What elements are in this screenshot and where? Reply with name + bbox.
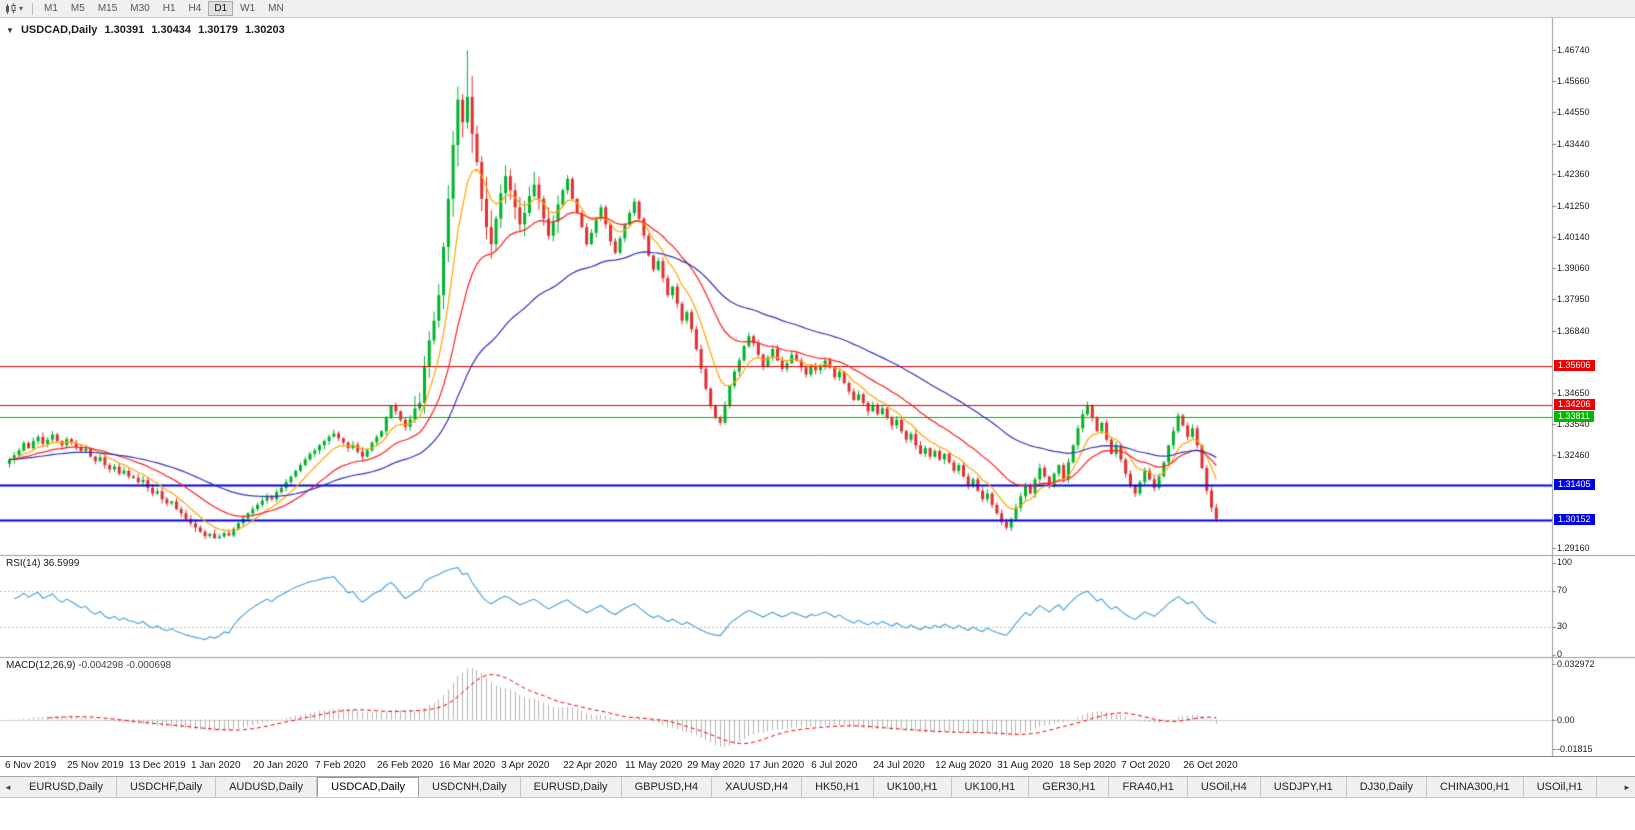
collapse-icon[interactable]: ▼: [6, 26, 14, 35]
timeframe-button-h1[interactable]: H1: [162, 3, 176, 14]
rsi-current-value: 36.5999: [43, 558, 80, 569]
ohlc-open-value: 1.30391: [104, 24, 145, 36]
symbol-tab-usdcnhdaily-4[interactable]: USDCNH,Daily: [419, 777, 521, 797]
toolbar-divider: [32, 2, 34, 15]
symbol-tab-bar: ◄ EURUSD,Daily USDCHF,Daily AUDUSD,Daily US…: [0, 776, 1635, 798]
symbol-tab-xauusdh4-7[interactable]: XAUUSD,H4: [712, 777, 803, 797]
date-axis-label: 3 Apr 2020: [501, 760, 550, 771]
date-axis-label: 12 Aug 2020: [935, 760, 992, 771]
tab-scroll-left-icon[interactable]: ◄: [4, 782, 12, 792]
price-axis-label: 1.34650: [1557, 387, 1590, 398]
symbol-tab-eurusddaily-0[interactable]: EURUSD,Daily: [16, 777, 117, 797]
timeframe-button-m30[interactable]: M30: [130, 3, 150, 14]
price-axis-label: 1.40140: [1557, 232, 1590, 243]
timeframe-button-w1[interactable]: W1: [240, 3, 256, 14]
price-line-badge: 1.33811: [1554, 410, 1594, 422]
date-axis-label: 29 May 2020: [687, 760, 745, 771]
symbol-tab-uk100h1-9[interactable]: UK100,H1: [874, 777, 952, 797]
timeframe-button-m5[interactable]: M5: [70, 3, 85, 14]
chart-type-dropdown-icon[interactable]: ▾: [19, 4, 24, 13]
macd-axis-label-zero: 0.00: [1557, 714, 1575, 725]
timeframe-button-group: M1 M5 M15 M30 H1 H4 D1 W1 MN: [38, 1, 290, 16]
ohlc-close-value: 1.30203: [244, 24, 285, 36]
symbol-tab-usoilh4-13[interactable]: USOil,H4: [1188, 777, 1261, 797]
symbol-tab-eurusddaily-5[interactable]: EURUSD,Daily: [521, 777, 622, 797]
ohlc-low-value: 1.30179: [198, 24, 238, 36]
date-axis-label: 18 Sep 2020: [1059, 760, 1116, 771]
price-axis-label: 1.37950: [1557, 294, 1590, 305]
rsi-axis-label: 70: [1557, 584, 1568, 595]
date-axis-label: 26 Feb 2020: [377, 760, 434, 771]
date-axis-label: 7 Feb 2020: [315, 760, 366, 771]
symbol-tab-list: EURUSD,Daily USDCHF,Daily AUDUSD,Daily USDC…: [16, 777, 1619, 797]
date-axis-label: 26 Oct 2020: [1183, 760, 1238, 771]
date-axis-label: 24 Jul 2020: [873, 760, 925, 771]
date-axis-label: 31 Aug 2020: [997, 760, 1054, 771]
symbol-tab-china300h1-16[interactable]: CHINA300,H1: [1427, 777, 1524, 797]
price-axis-label: 1.32460: [1557, 449, 1590, 460]
price-axis-label: 1.44550: [1557, 107, 1590, 118]
date-axis-label: 7 Oct 2020: [1121, 760, 1171, 771]
rsi-axis-label: 0: [1557, 649, 1563, 659]
date-axis-label: 25 Nov 2019: [67, 760, 124, 771]
price-axis-label: 1.39060: [1557, 262, 1590, 273]
timeframe-button-mn[interactable]: MN: [268, 3, 284, 14]
price-chart-canvas[interactable]: [0, 18, 1635, 756]
timeframe-button-m1[interactable]: M1: [44, 3, 58, 14]
price-axis-label: 1.33540: [1557, 419, 1590, 430]
timeframe-button-m15[interactable]: M15: [97, 3, 118, 14]
price-line-badge: 1.34206: [1554, 399, 1595, 411]
price-axis-label: 1.46740: [1557, 45, 1590, 56]
date-axis-label: 20 Jan 2020: [253, 760, 309, 771]
rsi-axis-label: 30: [1557, 621, 1568, 632]
symbol-tab-hk50h1-8[interactable]: HK50,H1: [802, 777, 874, 797]
rsi-panel-label: RSI(14) 36.5999: [6, 558, 79, 569]
symbol-tab-usdchfdaily-1[interactable]: USDCHF,Daily: [117, 777, 217, 797]
chart-symbol-label: USDCAD,Daily: [20, 24, 98, 36]
timeframe-button-d1[interactable]: D1: [208, 1, 234, 16]
price-axis-label: 1.29160: [1557, 543, 1590, 554]
macd-main-value: -0.004298: [78, 660, 124, 671]
price-axis-label: 1.36840: [1557, 325, 1590, 336]
symbol-tab-usoilh1-17[interactable]: USOil,H1: [1524, 777, 1597, 797]
macd-indicator-name: MACD(12,26,9): [6, 660, 76, 671]
tab-scroll-right-icon[interactable]: ►: [1623, 782, 1631, 792]
macd-signal-value: -0.000698: [126, 660, 172, 671]
symbol-tab-usdcaddaily-3[interactable]: USDCAD,Daily: [317, 777, 420, 797]
price-line-badge: 1.30152: [1554, 514, 1595, 526]
symbol-tab-gbpusdh4-6[interactable]: GBPUSD,H4: [622, 777, 713, 797]
price-line-badge: 1.35606: [1554, 359, 1595, 371]
rsi-indicator-name: RSI(14): [6, 558, 41, 569]
macd-axis-label-bottom: -0.01815: [1557, 744, 1593, 754]
date-axis-label: 6 Nov 2019: [5, 760, 57, 771]
date-axis-label: 1 Jan 2020: [191, 760, 241, 771]
symbol-tab-usdjpyh1-14[interactable]: USDJPY,H1: [1261, 777, 1347, 797]
price-axis-label: 1.42360: [1557, 169, 1590, 180]
symbol-tab-uk100h1-10[interactable]: UK100,H1: [952, 777, 1030, 797]
chart-region: ▼ USDCAD,Daily 1.30391 1.30434 1.30179 1…: [0, 18, 1635, 756]
date-axis-label: 22 Apr 2020: [563, 760, 618, 771]
ohlc-high-value: 1.30434: [151, 24, 192, 36]
top-toolbar: ▾ M1 M5 M15 M30 H1 H4 D1 W1 MN: [0, 0, 1635, 18]
price-line-badge: 1.31405: [1554, 478, 1595, 490]
symbol-tab-fra40h1-12[interactable]: FRA40,H1: [1109, 777, 1188, 797]
date-axis-label: 16 Mar 2020: [439, 760, 496, 771]
date-axis-label: 11 May 2020: [625, 760, 683, 771]
timeframe-button-h4[interactable]: H4: [188, 3, 202, 14]
symbol-tab-ger30h1-11[interactable]: GER30,H1: [1029, 777, 1110, 797]
symbol-tab-dj30daily-15[interactable]: DJ30,Daily: [1347, 777, 1427, 797]
date-axis-label: 17 Jun 2020: [749, 760, 805, 771]
date-axis-label: 13 Dec 2019: [129, 760, 186, 771]
chart-title: ▼ USDCAD,Daily 1.30391 1.30434 1.30179 1…: [6, 24, 289, 36]
date-axis-label: 6 Jul 2020: [811, 760, 858, 771]
chart-type-icon[interactable]: [4, 3, 18, 15]
price-axis-label: 1.45660: [1557, 75, 1590, 86]
macd-axis-label-top: 0.032972: [1557, 659, 1595, 669]
macd-panel-label: MACD(12,26,9) -0.004298 -0.000698: [6, 660, 171, 671]
date-axis: 6 Nov 2019 25 Nov 2019 13 Dec 2019 1 Jan 20…: [0, 756, 1635, 774]
price-axis-label: 1.43440: [1557, 138, 1590, 149]
rsi-axis-label: 100: [1557, 557, 1573, 567]
price-axis-label: 1.41250: [1557, 200, 1590, 211]
symbol-tab-audusddaily-2[interactable]: AUDUSD,Daily: [216, 777, 318, 797]
